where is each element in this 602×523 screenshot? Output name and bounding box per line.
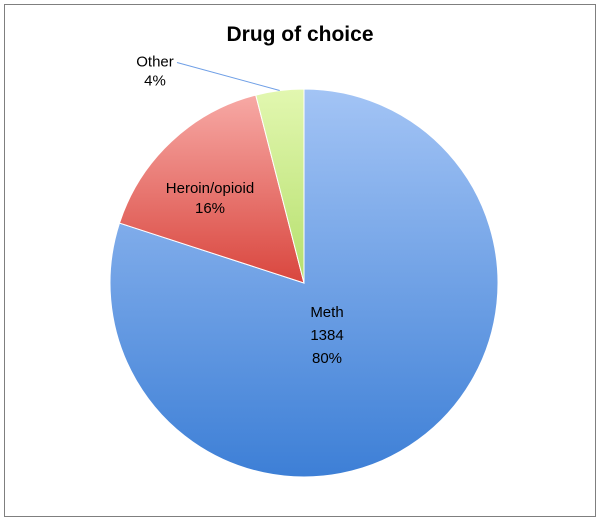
- slice-label-meth: Meth 1384 80%: [310, 304, 343, 367]
- slice-label-other: Other 4%: [136, 53, 174, 89]
- pie-slice-other: [255, 88, 305, 284]
- pie-slice-heroin-opioid: [118, 94, 305, 284]
- chart-title: Drug of choice: [226, 23, 374, 46]
- slice-label-heroin-opioid: Heroin/opioid 16%: [166, 180, 254, 217]
- leader-line-other: [176, 62, 280, 92]
